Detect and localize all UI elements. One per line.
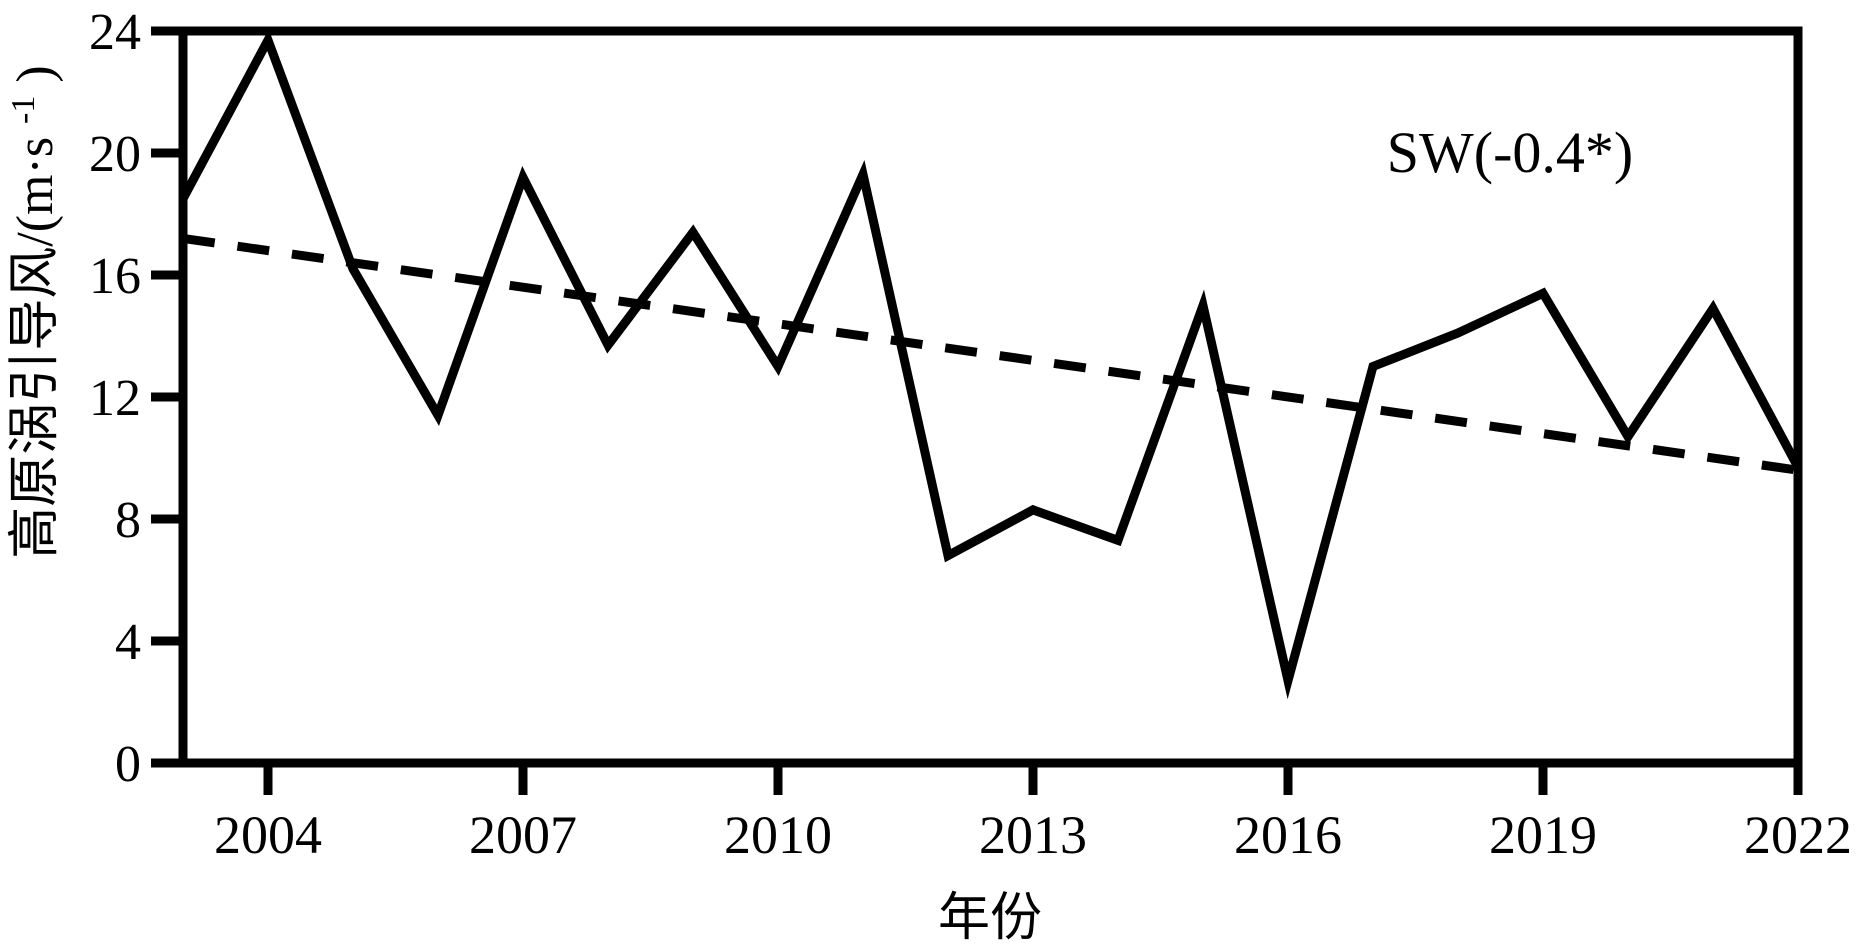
trend-line-group bbox=[182, 233, 1799, 475]
x-tick-label: 2007 bbox=[469, 805, 577, 865]
x-axis-ticks: 2004 2007 2010 2013 2016 2019 2022 bbox=[214, 763, 1852, 865]
x-tick-label: 2019 bbox=[1489, 805, 1597, 865]
y-tick-label: 0 bbox=[115, 736, 141, 793]
y-axis-title-superscript: -1 bbox=[5, 96, 42, 124]
x-tick-label: 2010 bbox=[724, 805, 832, 865]
y-tick-label: 24 bbox=[89, 4, 141, 61]
y-tick-label: 8 bbox=[115, 492, 141, 549]
x-tick-label: 2013 bbox=[979, 805, 1087, 865]
data-line bbox=[179, 29, 1802, 700]
x-tick-label: 2022 bbox=[1744, 805, 1852, 865]
data-line-group bbox=[179, 29, 1802, 700]
y-tick-label: 20 bbox=[89, 126, 141, 183]
x-tick-label: 2004 bbox=[214, 805, 322, 865]
x-tick-label: 2016 bbox=[1234, 805, 1342, 865]
x-axis-title: 年份 bbox=[938, 890, 1042, 945]
y-tick-label: 4 bbox=[115, 614, 141, 671]
annotation-label: SW(-0.4*) bbox=[1387, 120, 1633, 185]
trend-line bbox=[182, 233, 1799, 475]
y-axis-ticks: 0 4 8 12 16 20 24 bbox=[89, 4, 183, 793]
y-tick-label: 12 bbox=[89, 370, 141, 427]
y-axis-title: 高原涡引导风/(m·s -1 ) bbox=[0, 65, 64, 558]
y-axis-title-close: ) bbox=[7, 65, 64, 82]
y-axis-title-main: 高原涡引导风/(m·s bbox=[7, 137, 64, 559]
y-tick-label: 16 bbox=[89, 248, 141, 305]
